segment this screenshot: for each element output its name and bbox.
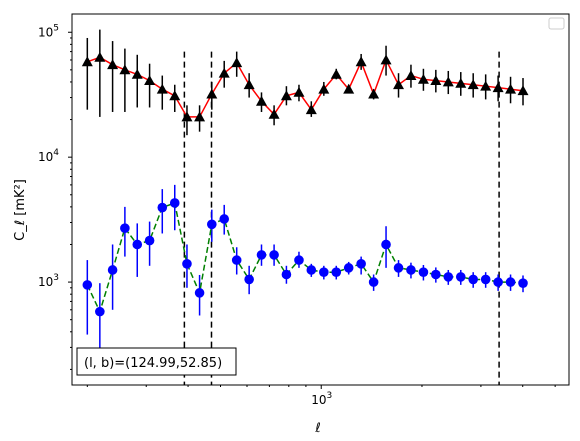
data-point [169,90,181,101]
plot-area [81,29,529,385]
data-point [405,70,417,80]
data-point [231,57,243,68]
data-point [318,83,330,94]
data-point [268,108,280,119]
data-point [244,274,254,285]
data-point [169,198,180,208]
data-point [194,111,206,122]
data-point [493,277,503,287]
data-point [144,75,156,86]
series-layer [81,29,529,362]
x-tick-label: 103 [311,391,332,407]
data-point [368,88,380,99]
data-point [492,82,504,93]
data-point [305,104,317,115]
data-point [505,277,516,287]
vertical-reference-lines [183,51,500,385]
data-point [156,83,168,94]
data-point [293,86,305,97]
y-tick-label: 105 [38,23,59,39]
data-point [431,269,441,280]
data-point [331,267,342,277]
data-point [81,56,93,67]
data-point [430,75,442,86]
data-point [219,214,230,224]
data-point [95,306,105,317]
data-point [468,274,478,285]
data-point [380,54,392,65]
data-point [406,265,416,275]
data-point [480,80,492,91]
data-point [306,265,317,275]
data-point [107,265,118,275]
data-point [381,239,391,250]
data-point [505,83,517,94]
data-point [231,255,242,265]
data-point [417,73,429,84]
data-point [120,223,130,233]
data-point [206,88,218,99]
y-tick-label: 104 [38,148,59,164]
data-point [393,263,404,273]
series-1 [82,184,528,362]
data-point [343,263,354,273]
data-point [181,111,193,122]
data-point [255,95,267,106]
data-point [94,51,106,62]
data-point [455,77,467,88]
data-point [393,79,405,90]
data-point [442,76,454,87]
data-point [280,90,292,101]
annotation-text: (l, b)=(124.99,52.85) [84,356,222,371]
axes-frame [71,13,570,386]
y-axis-ticks: 103 104 105 [38,23,72,370]
data-point [107,59,119,70]
y-axis-label: C_ℓ [mK²] [13,179,28,241]
data-point [218,67,230,78]
data-point [269,250,279,260]
data-point [368,277,379,287]
data-point [443,272,454,282]
data-point [144,235,155,246]
annotation-box: (l, b)=(124.99,52.85) [76,347,237,376]
data-point [256,250,267,260]
data-point [455,272,466,282]
legend-box [548,17,565,30]
series-0 [81,29,529,136]
x-axis-ticks: 103 [86,385,556,407]
data-point [294,255,304,265]
data-point [319,267,329,277]
data-point [194,288,205,298]
data-point [132,239,143,250]
x-axis-label: ℓ [314,421,320,436]
data-point [243,79,255,90]
data-point [343,83,355,94]
data-point [518,278,528,288]
data-point [182,259,192,269]
data-point [480,274,491,285]
data-point [82,280,93,290]
data-point [355,56,367,67]
data-point [131,68,143,79]
data-point [517,85,529,96]
series-line [86,201,524,314]
data-point [281,269,292,280]
data-point [418,267,429,277]
data-point [467,79,479,90]
data-point [356,259,366,269]
data-point [119,64,131,75]
y-tick-label: 103 [38,273,59,289]
data-point [207,219,217,230]
data-point [330,68,342,79]
data-point [157,202,168,213]
